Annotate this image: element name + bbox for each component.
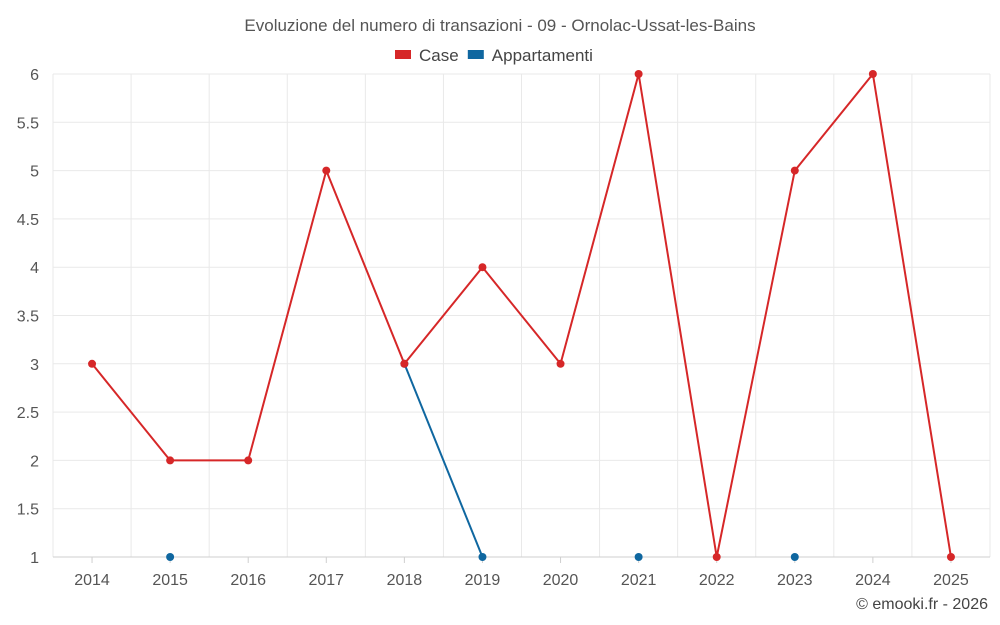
y-tick-label: 1 xyxy=(30,550,39,567)
x-tick-label: 2019 xyxy=(465,572,501,589)
x-tick-label: 2018 xyxy=(387,572,423,589)
x-tick-label: 2020 xyxy=(543,572,579,589)
legend-item: Case xyxy=(395,46,459,65)
data-point xyxy=(166,456,175,465)
legend-item: Appartamenti xyxy=(467,46,593,65)
data-point xyxy=(88,359,97,368)
x-tick-label: 2022 xyxy=(699,572,735,589)
x-tick-label: 2015 xyxy=(152,572,188,589)
data-point xyxy=(166,553,175,561)
legend-swatch xyxy=(395,50,411,59)
series-case xyxy=(88,70,955,561)
legend-label: Appartamenti xyxy=(492,46,593,65)
x-tick-label: 2021 xyxy=(621,572,657,589)
data-point xyxy=(790,553,799,561)
y-tick-label: 4 xyxy=(30,260,39,277)
y-tick-label: 5.5 xyxy=(17,115,39,132)
data-point xyxy=(478,553,487,561)
series-line xyxy=(91,73,952,558)
x-tick-label: 2016 xyxy=(230,572,266,589)
data-point xyxy=(400,359,409,368)
y-tick-label: 3 xyxy=(30,357,39,374)
data-point xyxy=(634,70,643,78)
y-tick-label: 5 xyxy=(30,164,39,181)
x-tick-label: 2024 xyxy=(855,572,891,589)
data-point xyxy=(790,166,799,175)
series-line xyxy=(403,363,484,558)
legend-label: Case xyxy=(419,46,459,65)
data-point xyxy=(244,456,253,465)
y-tick-label: 2 xyxy=(30,453,39,470)
data-point xyxy=(322,166,331,175)
data-point xyxy=(946,553,955,561)
credit-text: © emooki.fr - 2026 xyxy=(856,596,988,613)
axes: 1 1.5 2 2.5 3 3.5 4 4.5 5 5.5 6 2014 2015 2016 2017 201… xyxy=(17,67,990,589)
x-tick-label: 2014 xyxy=(74,572,110,589)
data-point xyxy=(868,70,877,78)
data-point xyxy=(556,359,565,368)
y-tick-label: 4.5 xyxy=(17,212,39,229)
y-tick-label: 2.5 xyxy=(17,405,39,422)
series xyxy=(88,70,955,561)
legend-swatch xyxy=(467,50,484,59)
y-tick-label: 3.5 xyxy=(17,309,39,326)
x-tick-label: 2023 xyxy=(777,572,813,589)
data-point xyxy=(712,553,721,561)
legend: Case Appartamenti xyxy=(395,46,593,65)
y-tick-label: 6 xyxy=(30,67,39,84)
chart-title: Evoluzione del numero di transazioni - 0… xyxy=(244,16,755,35)
x-tick-label: 2025 xyxy=(933,572,969,589)
data-point xyxy=(634,553,643,561)
x-tick-label: 2017 xyxy=(308,572,344,589)
y-tick-label: 1.5 xyxy=(17,502,39,519)
data-point xyxy=(478,263,487,272)
